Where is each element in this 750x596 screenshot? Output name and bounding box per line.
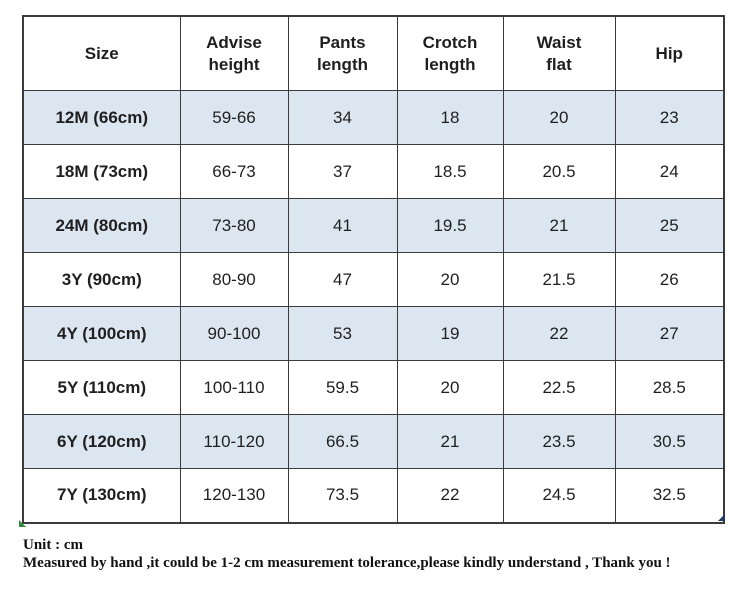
cell-hip: 25 [614,198,725,253]
header-row: Size Advise height Pants length Crotch leng… [22,15,725,91]
fill-handle-icon [718,514,725,521]
cell-pants-length: 53 [287,306,398,361]
cell-crotch-length: 20 [396,252,504,307]
table-row: 4Y (100cm) 90-100 53 19 22 27 [22,306,725,361]
header-cell-advise-height: Advise height [179,15,289,91]
cell-advise-height: 73-80 [179,198,289,253]
cell-hip: 27 [614,306,725,361]
cell-hip: 23 [614,90,725,145]
cell-crotch-length: 19.5 [396,198,504,253]
header-cell-waist-flat: Waist flat [502,15,616,91]
cell-waist-flat: 21.5 [502,252,616,307]
cell-size: 3Y (90cm) [22,252,181,307]
cell-size: 4Y (100cm) [22,306,181,361]
cell-advise-height: 80-90 [179,252,289,307]
cell-waist-flat: 22.5 [502,360,616,415]
cell-hip: 28.5 [614,360,725,415]
cell-crotch-length: 19 [396,306,504,361]
header-label-line: Hip [655,43,683,63]
cell-advise-height: 59-66 [179,90,289,145]
table-row: 3Y (90cm) 80-90 47 20 21.5 26 [22,252,725,307]
cell-crotch-length: 22 [396,468,504,523]
table-row: 24M (80cm) 73-80 41 19.5 21 25 [22,198,725,253]
cell-pants-length: 59.5 [287,360,398,415]
header-cell-crotch-length: Crotch length [396,15,504,91]
header-cell-size: Size [22,15,181,91]
cell-size: 7Y (130cm) [22,468,181,523]
cell-size: 12M (66cm) [22,90,181,145]
sheet-corner-mark-icon [19,520,26,527]
cell-pants-length: 47 [287,252,398,307]
cell-advise-height: 120-130 [179,468,289,523]
cell-size: 24M (80cm) [22,198,181,253]
footer-notes: Unit : cm Measured by hand ,it could be … [23,536,671,572]
table-row: 7Y (130cm) 120-130 73.5 22 24.5 32.5 [22,468,725,523]
cell-pants-length: 41 [287,198,398,253]
cell-advise-height: 110-120 [179,414,289,469]
size-chart-table: Size Advise height Pants length Crotch leng… [22,15,725,524]
cell-advise-height: 66-73 [179,144,289,199]
cell-size: 6Y (120cm) [22,414,181,469]
header-cell-pants-length: Pants length [287,15,398,91]
cell-crotch-length: 18 [396,90,504,145]
cell-size: 18M (73cm) [22,144,181,199]
cell-waist-flat: 23.5 [502,414,616,469]
header-label-line: Size [84,43,119,63]
cell-crotch-length: 18.5 [396,144,504,199]
cell-advise-height: 90-100 [179,306,289,361]
cell-pants-length: 73.5 [287,468,398,523]
cell-pants-length: 34 [287,90,398,145]
cell-waist-flat: 24.5 [502,468,616,523]
cell-pants-length: 37 [287,144,398,199]
header-label-line: Pants [319,32,366,52]
cell-waist-flat: 21 [502,198,616,253]
header-label-line: height [208,54,260,74]
header-label-line: Waist [536,32,582,52]
cell-hip: 24 [614,144,725,199]
table-row: 6Y (120cm) 110-120 66.5 21 23.5 30.5 [22,414,725,469]
cell-hip: 26 [614,252,725,307]
cell-crotch-length: 20 [396,360,504,415]
cell-pants-length: 66.5 [287,414,398,469]
table-row: 12M (66cm) 59-66 34 18 20 23 [22,90,725,145]
unit-note: Unit : cm [23,537,83,553]
cell-hip: 32.5 [614,468,725,523]
cell-size: 5Y (110cm) [22,360,181,415]
header-label-line: length [424,54,476,74]
header-label-line: Advise [206,32,262,52]
cell-waist-flat: 20.5 [502,144,616,199]
cell-crotch-length: 21 [396,414,504,469]
cell-waist-flat: 22 [502,306,616,361]
table-row: 5Y (110cm) 100-110 59.5 20 22.5 28.5 [22,360,725,415]
table-row: 18M (73cm) 66-73 37 18.5 20.5 24 [22,144,725,199]
cell-hip: 30.5 [614,414,725,469]
header-cell-hip: Hip [614,15,725,91]
cell-waist-flat: 20 [502,90,616,145]
header-label-line: length [317,54,368,74]
header-label-line: Crotch [422,32,478,52]
header-label-line: flat [546,54,572,74]
tolerance-note: Measured by hand ,it could be 1-2 cm mea… [23,555,671,571]
cell-advise-height: 100-110 [179,360,289,415]
